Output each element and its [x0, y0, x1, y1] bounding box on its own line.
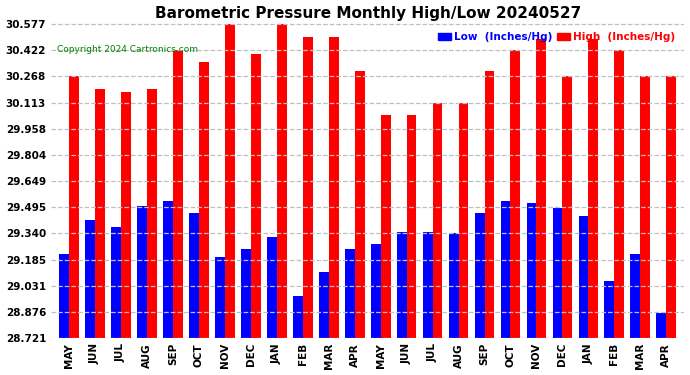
Text: Copyright 2024 Cartronics.com: Copyright 2024 Cartronics.com [57, 45, 198, 54]
Bar [433, 102, 442, 338]
Bar [397, 232, 406, 338]
Bar [511, 50, 520, 338]
Title: Barometric Pressure Monthly High/Low 20240527: Barometric Pressure Monthly High/Low 202… [155, 6, 581, 21]
Bar [267, 237, 277, 338]
Bar [303, 37, 313, 338]
Legend: Low  (Inches/Hg), High  (Inches/Hg): Low (Inches/Hg), High (Inches/Hg) [434, 28, 679, 46]
Bar [475, 213, 484, 338]
Bar [345, 249, 355, 338]
Bar [251, 54, 261, 338]
Bar [277, 24, 286, 338]
Bar [656, 313, 667, 338]
Bar [85, 220, 95, 338]
Bar [578, 216, 589, 338]
Bar [381, 115, 391, 338]
Bar [371, 243, 381, 338]
Bar [328, 37, 339, 338]
Bar [459, 102, 469, 338]
Bar [111, 226, 121, 338]
Bar [667, 76, 676, 338]
Bar [631, 254, 640, 338]
Bar [137, 206, 147, 338]
Bar [121, 92, 131, 338]
Bar [189, 213, 199, 338]
Bar [604, 281, 614, 338]
Bar [241, 249, 251, 338]
Bar [163, 201, 173, 338]
Bar [95, 88, 105, 338]
Bar [614, 50, 624, 338]
Bar [215, 257, 225, 338]
Bar [448, 233, 459, 338]
Bar [423, 232, 433, 338]
Bar [501, 201, 511, 338]
Bar [59, 254, 69, 338]
Bar [225, 24, 235, 338]
Bar [173, 50, 183, 338]
Bar [526, 203, 536, 338]
Bar [406, 115, 417, 338]
Bar [293, 296, 303, 338]
Bar [562, 76, 572, 338]
Bar [147, 88, 157, 338]
Bar [199, 62, 209, 338]
Bar [536, 39, 546, 338]
Bar [553, 208, 562, 338]
Bar [484, 71, 495, 338]
Bar [355, 71, 364, 338]
Bar [589, 39, 598, 338]
Bar [319, 272, 328, 338]
Bar [69, 76, 79, 338]
Bar [640, 76, 650, 338]
